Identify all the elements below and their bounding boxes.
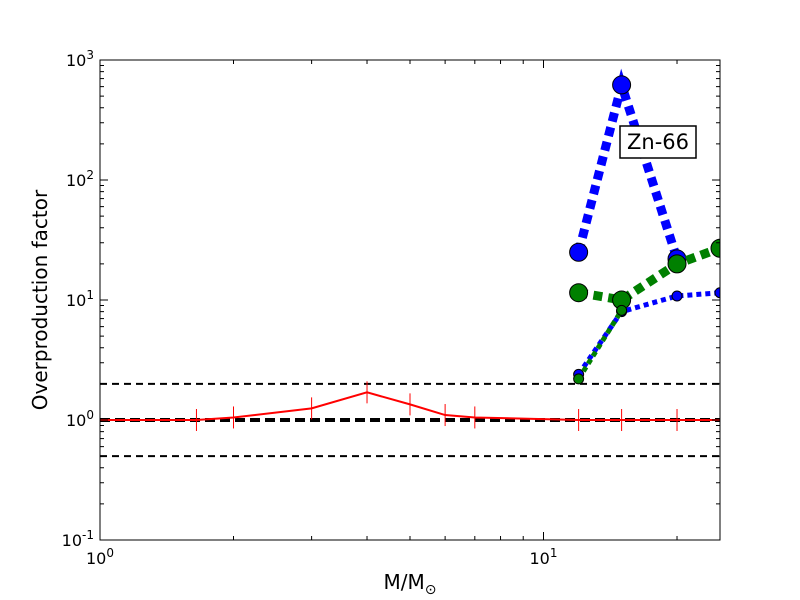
- x-tick-label: 100: [86, 546, 114, 568]
- series-1-point-0: [569, 242, 589, 262]
- series-0-line: [100, 391, 720, 421]
- annotation-box: [619, 125, 697, 159]
- x-tick-label: 101: [530, 546, 558, 568]
- y-tick-label: 103: [66, 48, 94, 70]
- y-tick-label: 101: [66, 288, 94, 310]
- series-2-point-0: [569, 283, 589, 303]
- series-2-point-3: [710, 238, 720, 258]
- annotation-label: Zn-66: [627, 130, 689, 154]
- y-tick-label: 100: [66, 408, 94, 430]
- series-3-line: [576, 290, 720, 376]
- y-tick-label: 102: [66, 168, 94, 190]
- series-4-point-0: [573, 373, 585, 385]
- series-2-point-2: [667, 254, 687, 274]
- series-1-point-1: [612, 75, 632, 95]
- series-4-line: [576, 309, 624, 381]
- y-axis-label: Overproduction factor: [28, 189, 52, 410]
- data-series: [100, 68, 720, 431]
- series-2-line: [577, 244, 720, 305]
- axis-labels: M/M⊙ Overproduction factor: [28, 189, 436, 598]
- series-3-point-2: [671, 290, 683, 302]
- annotation: Zn-66: [619, 125, 697, 159]
- series-3-point-3: [714, 287, 720, 299]
- y-tick-label: 10-1: [62, 528, 94, 550]
- series-4-point-1: [616, 304, 628, 316]
- x-axis-label: M/M⊙: [384, 570, 437, 598]
